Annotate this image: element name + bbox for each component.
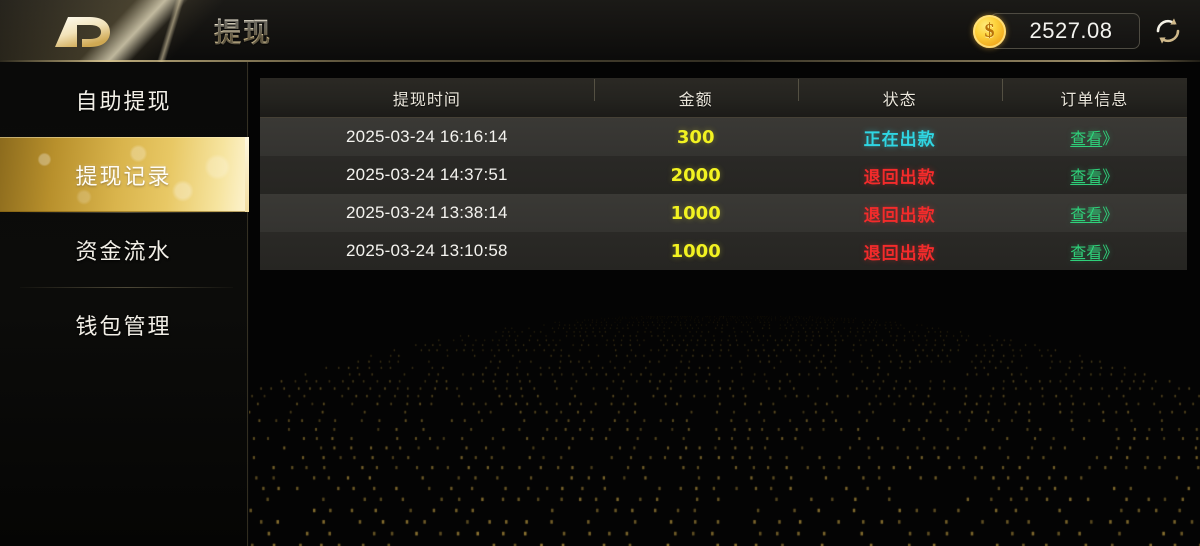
table-row[interactable]: 2025-03-24 13:38:14 1000 退回出款 查看》 bbox=[260, 194, 1187, 232]
particle-floor-decoration bbox=[249, 316, 1200, 546]
page-title: 提现 bbox=[214, 11, 272, 50]
sidebar-item-fund-flow[interactable]: 资金流水 bbox=[0, 212, 247, 287]
main-content: 提现时间 金额 状态 订单信息 2025-03-24 16:16:14 300 正在… bbox=[249, 62, 1200, 546]
cell-status: 退回出款 bbox=[798, 163, 1002, 188]
sidebar-nav: 自助提现 提现记录 资金流水 钱包管理 bbox=[0, 62, 249, 546]
balance-value: 2527.08 bbox=[1029, 18, 1113, 43]
view-order-link[interactable]: 查看》 bbox=[1070, 167, 1119, 186]
table-body: 2025-03-24 16:16:14 300 正在出款 查看》 2025-03-24 … bbox=[260, 118, 1187, 270]
sidebar-item-self-withdraw[interactable]: 自助提现 bbox=[0, 62, 247, 137]
status-badge: 退回出款 bbox=[863, 243, 936, 264]
cell-status: 退回出款 bbox=[798, 239, 1002, 264]
cell-order-info: 查看》 bbox=[1002, 201, 1187, 225]
brand-logo-d-icon[interactable] bbox=[46, 12, 120, 52]
sidebar-item-withdraw-record[interactable]: 提现记录 bbox=[0, 137, 249, 212]
sidebar-item-label: 钱包管理 bbox=[75, 314, 172, 340]
table-row[interactable]: 2025-03-24 16:16:14 300 正在出款 查看》 bbox=[260, 118, 1187, 156]
cell-status: 正在出款 bbox=[798, 125, 1002, 150]
sidebar-item-label: 资金流水 bbox=[75, 239, 172, 265]
header-bottom-rule bbox=[0, 60, 1200, 62]
balance-display[interactable]: 2527.08 bbox=[990, 13, 1140, 49]
cell-withdraw-time: 2025-03-24 16:16:14 bbox=[346, 127, 508, 146]
column-header-time: 提现时间 bbox=[392, 89, 461, 109]
coin-icon: $ bbox=[973, 14, 1006, 48]
cell-withdraw-time: 2025-03-24 13:38:14 bbox=[346, 203, 508, 222]
column-header-amount: 金额 bbox=[593, 78, 798, 110]
view-order-link[interactable]: 查看》 bbox=[1070, 129, 1119, 148]
sidebar-item-label: 提现记录 bbox=[75, 164, 172, 190]
sidebar-item-wallet-manage[interactable]: 钱包管理 bbox=[0, 287, 247, 362]
cell-amount: 1000 bbox=[670, 240, 721, 262]
refresh-icon[interactable] bbox=[1152, 15, 1184, 47]
cell-withdraw-time: 2025-03-24 14:37:51 bbox=[346, 165, 508, 184]
top-header-bar: 提现 $ 2527.08 bbox=[0, 0, 1200, 62]
view-order-link[interactable]: 查看》 bbox=[1070, 205, 1119, 224]
status-badge: 退回出款 bbox=[863, 167, 936, 188]
cell-withdraw-time: 2025-03-24 13:10:58 bbox=[346, 241, 508, 260]
column-header-status: 状态 bbox=[797, 78, 1002, 110]
status-badge: 正在出款 bbox=[863, 129, 936, 150]
cell-amount: 300 bbox=[676, 126, 715, 148]
status-badge: 退回出款 bbox=[863, 205, 936, 226]
cell-amount: 2000 bbox=[670, 164, 721, 186]
cell-order-info: 查看》 bbox=[1002, 239, 1187, 263]
header-diagonal-divider bbox=[110, 0, 240, 62]
table-row[interactable]: 2025-03-24 14:37:51 2000 退回出款 查看》 bbox=[260, 156, 1187, 194]
table-header-row: 提现时间 金额 状态 订单信息 bbox=[260, 78, 1187, 118]
cell-status: 退回出款 bbox=[798, 201, 1002, 226]
table-row[interactable]: 2025-03-24 13:10:58 1000 退回出款 查看》 bbox=[260, 232, 1187, 270]
view-order-link[interactable]: 查看》 bbox=[1070, 243, 1119, 262]
balance-area: $ 2527.08 bbox=[973, 9, 1184, 53]
cell-amount: 1000 bbox=[670, 202, 721, 224]
cell-order-info: 查看》 bbox=[1002, 125, 1187, 149]
column-header-order: 订单信息 bbox=[1001, 78, 1187, 110]
sidebar-item-label: 自助提现 bbox=[75, 89, 172, 115]
withdraw-record-table: 提现时间 金额 状态 订单信息 2025-03-24 16:16:14 300 正在… bbox=[260, 78, 1187, 270]
cell-order-info: 查看》 bbox=[1002, 163, 1187, 187]
